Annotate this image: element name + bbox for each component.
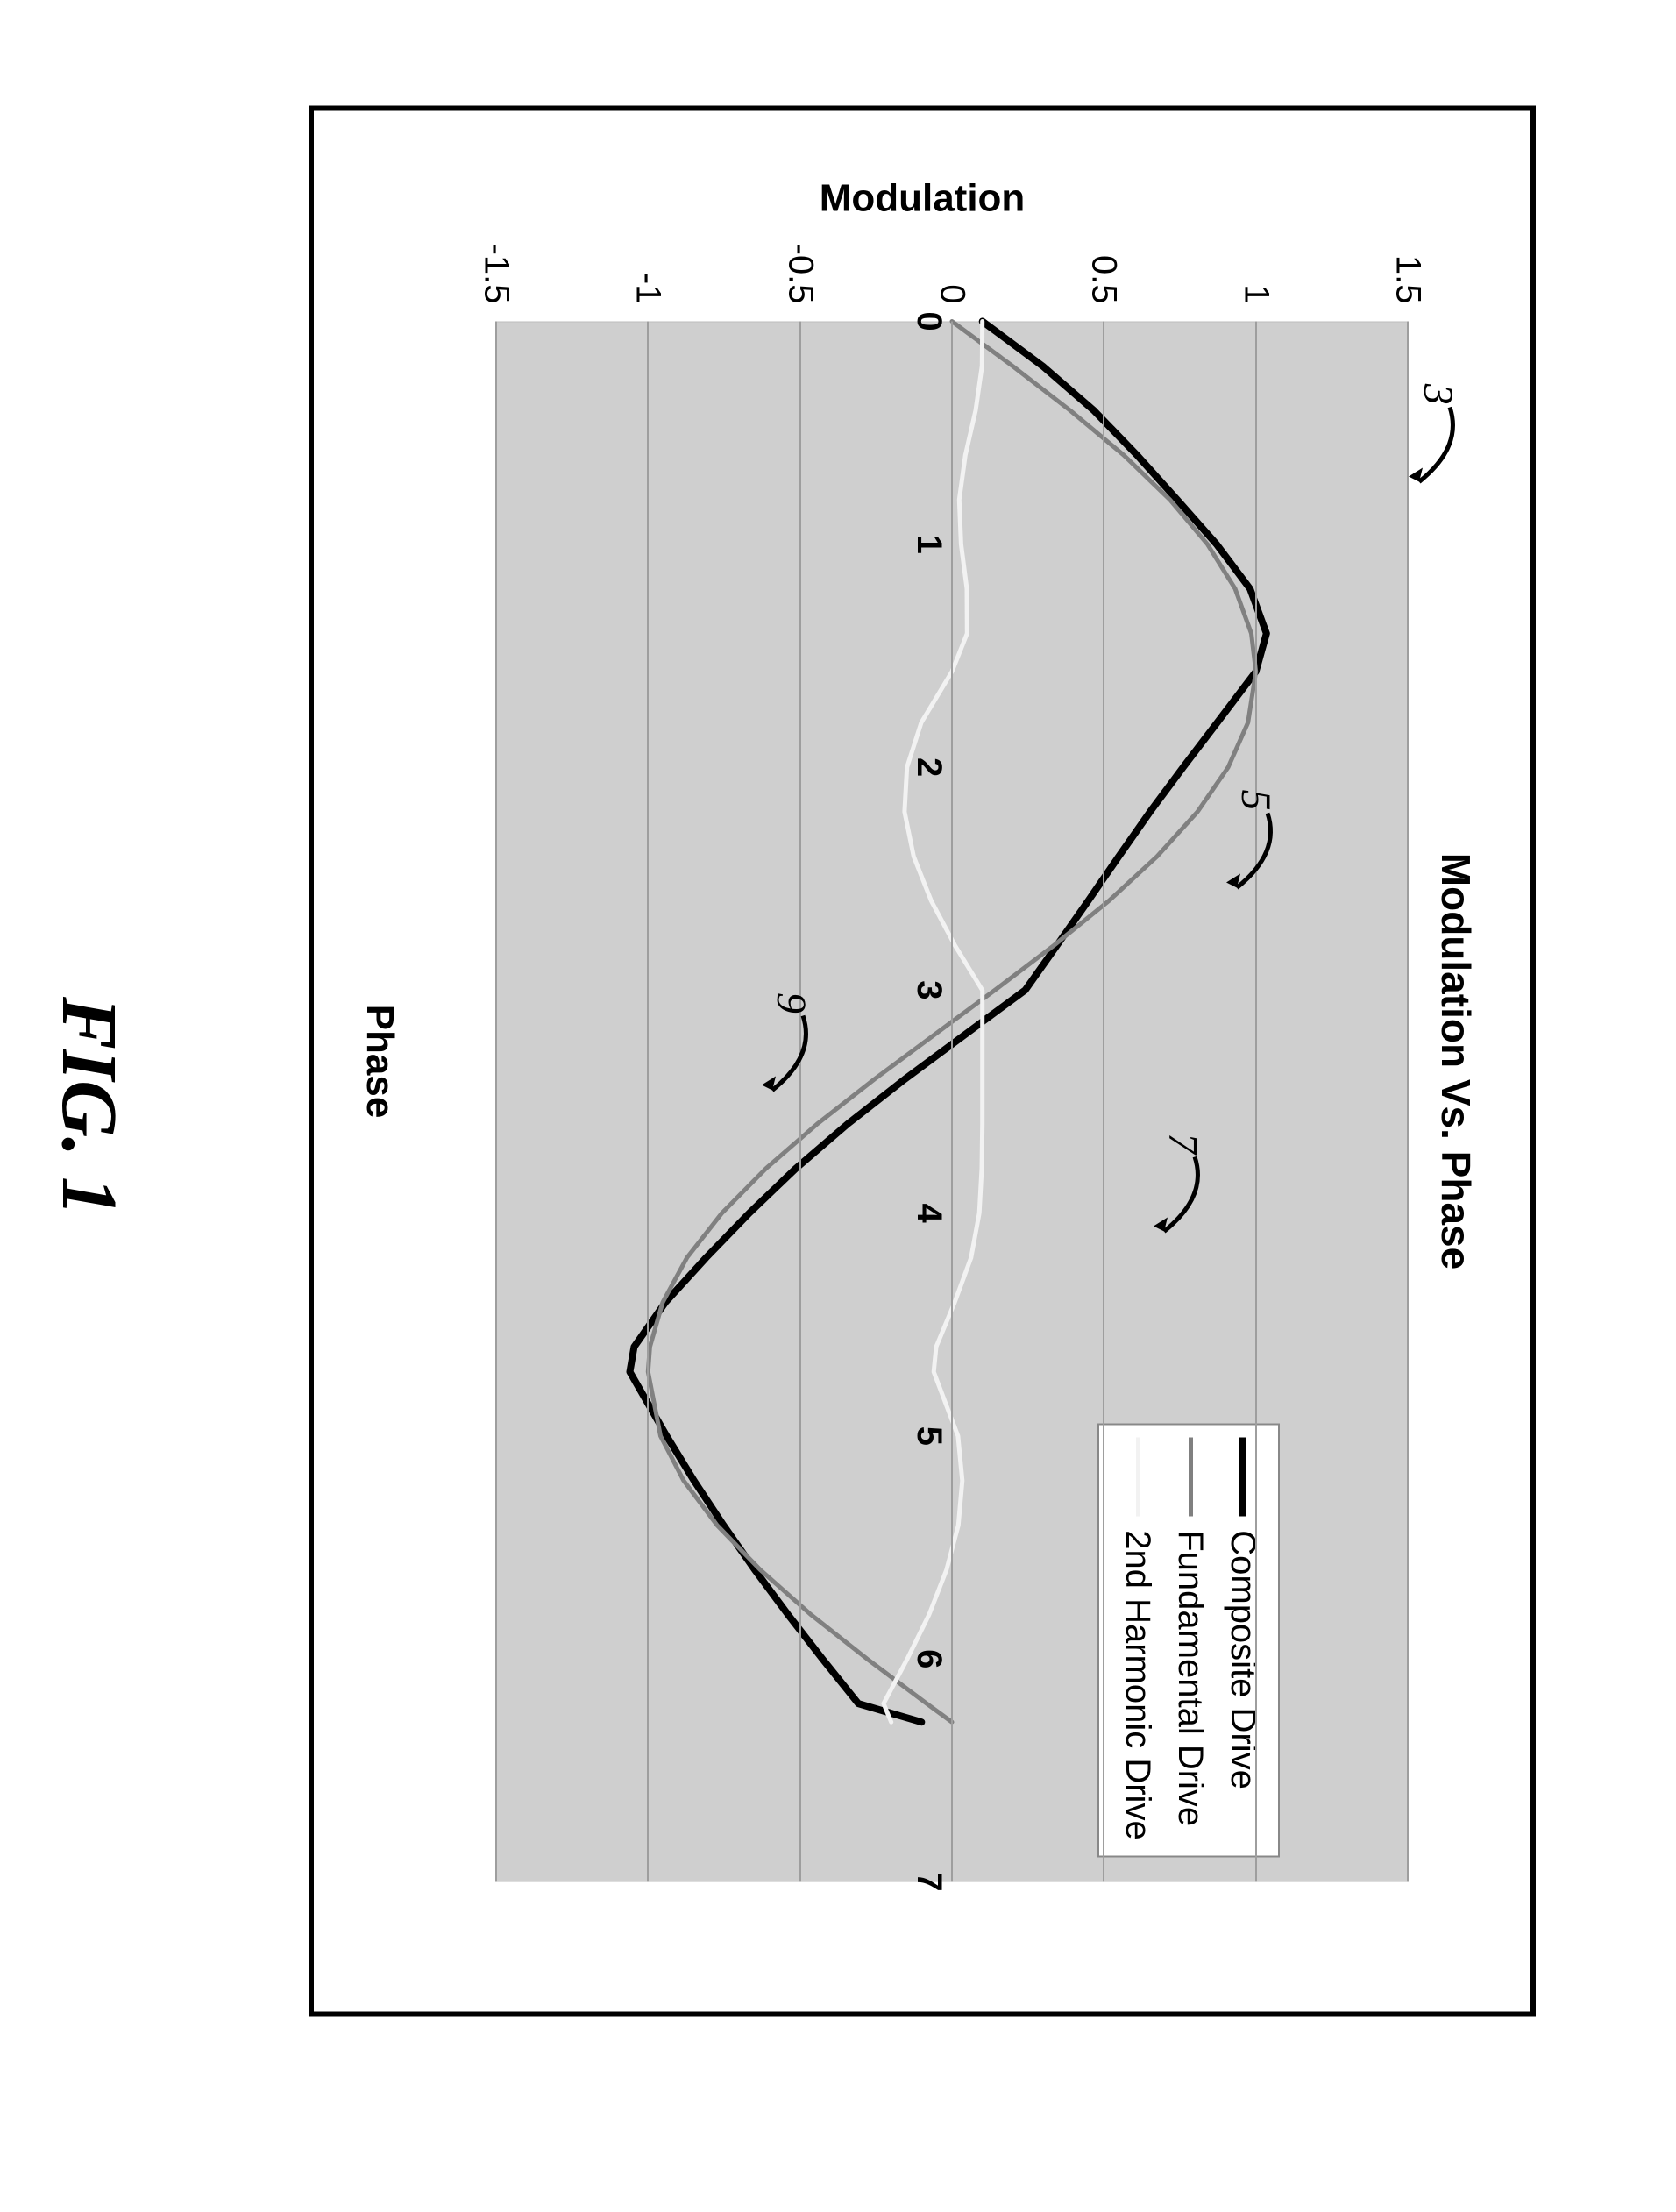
- page-container: Modulation Vs. Phase Modulation Composit…: [0, 0, 1676, 2212]
- xtick-label: 6: [909, 1632, 948, 1685]
- annotation-arrow-icon: [1206, 808, 1285, 905]
- gridline-h: [495, 321, 497, 1881]
- ytick-label: -0.5: [780, 128, 820, 303]
- annotation-arrow-icon: [1133, 1152, 1212, 1248]
- legend-row: Composite Drive: [1217, 1437, 1269, 1839]
- xtick-label: 4: [909, 1186, 948, 1239]
- legend-label: Composite Drive: [1217, 1530, 1269, 1789]
- figure-caption: FIG. 1: [44, 0, 134, 2212]
- annotation-arrow-icon: [1388, 402, 1467, 499]
- legend-label: 2nd Harmonic Drive: [1111, 1530, 1164, 1839]
- legend-row: Fundamental Drive: [1164, 1437, 1217, 1839]
- xtick-label: 7: [909, 1855, 948, 1908]
- legend: Composite DriveFundamental Drive2nd Harm…: [1097, 1423, 1280, 1857]
- ytick-label: 1: [1236, 128, 1275, 303]
- annotation: 7: [1159, 1133, 1207, 1154]
- xtick-label: 1: [909, 517, 948, 570]
- ytick-label: -1: [628, 128, 668, 303]
- ytick-label: 1.5: [1388, 128, 1428, 303]
- rotated-content: Modulation Vs. Phase Modulation Composit…: [0, 0, 1676, 2212]
- legend-swatch: [1189, 1437, 1193, 1516]
- annotation: 5: [1232, 789, 1280, 810]
- gridline-h: [951, 321, 953, 1881]
- xtick-label: 0: [909, 295, 948, 347]
- y-axis-label: Modulation: [820, 176, 1026, 220]
- gridline-h: [1407, 321, 1409, 1881]
- annotation-label: 7: [1160, 1133, 1206, 1154]
- annotation-label: 3: [1415, 383, 1461, 404]
- xtick-label: 5: [909, 1409, 948, 1462]
- gridline-h: [1103, 321, 1104, 1881]
- x-axis-label: Phase: [358, 110, 401, 2011]
- gridline-h: [1255, 321, 1257, 1881]
- annotation-arrow-icon: [742, 1011, 820, 1107]
- ytick-label: 0: [933, 128, 972, 303]
- gridline-h: [647, 321, 649, 1881]
- plot-area: Composite DriveFundamental Drive2nd Harm…: [496, 321, 1408, 1881]
- legend-swatch: [1136, 1437, 1140, 1516]
- ytick-label: 0.5: [1084, 128, 1124, 303]
- annotation-label: 9: [768, 992, 814, 1013]
- figure-frame: Modulation Vs. Phase Modulation Composit…: [309, 105, 1536, 2016]
- legend-swatch: [1239, 1437, 1246, 1516]
- annotation-label: 5: [1232, 789, 1279, 810]
- legend-row: 2nd Harmonic Drive: [1111, 1437, 1164, 1839]
- xtick-label: 2: [909, 741, 948, 793]
- legend-label: Fundamental Drive: [1164, 1530, 1217, 1826]
- annotation: 3: [1414, 383, 1462, 404]
- annotation: 9: [767, 992, 815, 1013]
- ytick-label: -1.5: [477, 128, 516, 303]
- xtick-label: 3: [909, 964, 948, 1016]
